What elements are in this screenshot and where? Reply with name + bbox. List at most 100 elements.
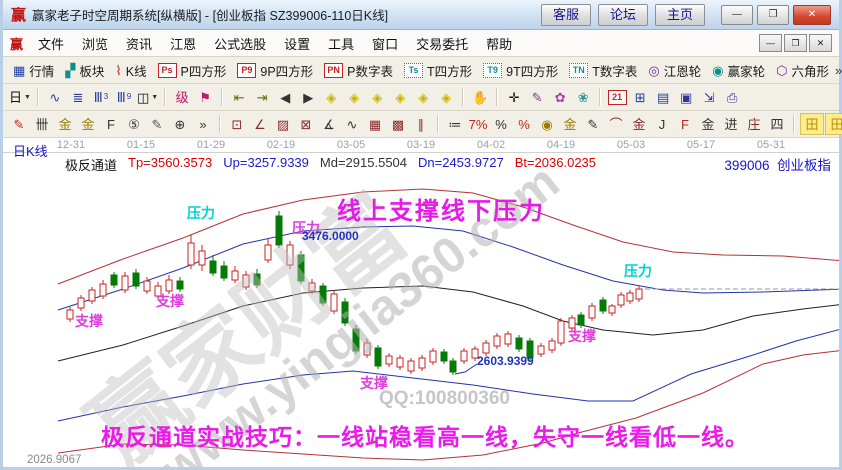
- tool-overflow-draw-button[interactable]: »: [192, 114, 214, 134]
- restore-button[interactable]: ❐: [757, 4, 789, 25]
- tool-hand-pan-button[interactable]: ✋: [469, 87, 491, 107]
- tool-pen-red-button[interactable]: ✎: [8, 114, 30, 134]
- tool-gold-under-button[interactable]: 金: [628, 114, 650, 134]
- tool-gann-fan-button[interactable]: ∠: [249, 114, 271, 134]
- tool-period-day-button[interactable]: 日 ▼: [8, 87, 32, 107]
- menu-tools[interactable]: 工具: [328, 36, 355, 52]
- toolbar-overflow-chevron[interactable]: »: [834, 62, 842, 78]
- tool-seat-angle-button[interactable]: 庄: [743, 114, 765, 134]
- menu-news[interactable]: 资讯: [126, 36, 153, 52]
- tool-overlay-curve-button[interactable]: ∿: [44, 87, 66, 107]
- tool-export-button[interactable]: ⇲: [698, 87, 720, 107]
- tool-pattern-purple-button[interactable]: ✿: [549, 87, 571, 107]
- forum-button[interactable]: 论坛: [597, 3, 648, 26]
- tool-diamond-cross-button[interactable]: ◈: [412, 87, 434, 107]
- tool-gold-circle-button[interactable]: ◉: [536, 114, 558, 134]
- menu-browse[interactable]: 浏览: [82, 36, 109, 52]
- menu-gann[interactable]: 江恩: [170, 36, 197, 52]
- customer-service-button[interactable]: 客服: [540, 3, 591, 26]
- tool-notes-button[interactable]: ▤: [652, 87, 674, 107]
- tool-gold-angle-button[interactable]: 金: [697, 114, 719, 134]
- tool-color-flag-button[interactable]: ⚑: [194, 87, 216, 107]
- j-line-icon: J: [658, 116, 666, 132]
- tool-arc-tool-button[interactable]: ⌒: [605, 114, 627, 134]
- chart-area[interactable]: 赢家财富 www.yingjia360.com 日K线 12-31 01-15 01…: [3, 138, 839, 467]
- tool-grid-yellow-1-button[interactable]: 田: [800, 113, 824, 135]
- tool-time-circle-button[interactable]: ⊕: [169, 114, 191, 134]
- tool-t-table-button[interactable]: TN T数字表: [564, 59, 642, 82]
- tool-sectors-button[interactable]: ▞ 板块: [60, 59, 109, 82]
- tool-gann-grid-x-button[interactable]: ⊠: [295, 114, 317, 134]
- menu-help[interactable]: 帮助: [486, 36, 513, 52]
- tool-f-line-button[interactable]: F: [674, 114, 696, 134]
- tool-diamond-plain-button[interactable]: ◈: [435, 87, 457, 107]
- tool-gann-grade-button[interactable]: 级: [171, 87, 193, 107]
- hexagon-label: 六角形: [791, 64, 829, 79]
- tool-diamond-star-button[interactable]: ◈: [389, 87, 411, 107]
- tool-speed-line-button[interactable]: 进: [720, 114, 742, 134]
- tool-wave-tool-button[interactable]: ∿: [341, 114, 363, 134]
- tool-9p-square-button[interactable]: P9 9P四方形: [232, 59, 318, 82]
- tool-pct-button[interactable]: %: [490, 114, 512, 134]
- tool-annotate-pen-button[interactable]: ✎: [526, 87, 548, 107]
- menu-formula-select[interactable]: 公式选股: [214, 36, 267, 52]
- tool-pen-grid-button[interactable]: ✎: [146, 114, 168, 134]
- tool-grid-gold-1-button[interactable]: 金: [54, 114, 76, 134]
- tool-info-panel-button[interactable]: ≣: [67, 87, 89, 107]
- homepage-button[interactable]: 主页: [654, 3, 705, 26]
- menu-window[interactable]: 窗口: [372, 36, 399, 52]
- tool-crosshair-button[interactable]: ✛: [503, 87, 525, 107]
- tool-save-button[interactable]: ▣: [675, 87, 697, 107]
- tool-9t-square-button[interactable]: T9 9T四方形: [478, 59, 563, 82]
- tool-grid-red-1-button[interactable]: ▦: [364, 114, 386, 134]
- tool-p-square-button[interactable]: Ps P四方形: [153, 59, 232, 82]
- tool-t-square-button[interactable]: Ts T四方形: [399, 59, 477, 82]
- tool-hexagon-button[interactable]: ⬡ 六角形: [771, 59, 834, 82]
- tool-grid-yellow-2-button[interactable]: 田: [825, 113, 842, 135]
- tool-diamond-left-button[interactable]: ◈: [320, 87, 342, 107]
- menu-settings[interactable]: 设置: [284, 36, 311, 52]
- tool-diamond-h-button[interactable]: ◈: [366, 87, 388, 107]
- tool-j-line-button[interactable]: J: [651, 114, 673, 134]
- tool-gann-wheel-button[interactable]: ◎ 江恩轮: [643, 59, 706, 82]
- menu-trade[interactable]: 交易委托: [416, 36, 469, 52]
- tool-calculator-button[interactable]: ⊞: [629, 87, 651, 107]
- menu-file[interactable]: 文件: [38, 36, 65, 52]
- close-button[interactable]: ✕: [793, 4, 831, 25]
- tool-p-table-button[interactable]: PN P数字表: [319, 59, 398, 82]
- minimize-button[interactable]: —: [721, 4, 753, 25]
- tool-prev-bar-button[interactable]: ◀: [274, 87, 296, 107]
- mdi-close-button[interactable]: ✕: [809, 34, 832, 52]
- tool-kline-button[interactable]: ⌇ K线: [110, 59, 151, 82]
- tool-spiral-5-button[interactable]: ⑤: [123, 114, 145, 134]
- tool-gann-box-button[interactable]: ▨: [272, 114, 294, 134]
- tool-hist-bars-button[interactable]: ≔: [444, 114, 466, 134]
- tool-candle-style-button[interactable]: ◫ ▼: [136, 87, 159, 107]
- tool-grid-red-2-button[interactable]: ▩: [387, 114, 409, 134]
- tool-gann-square-button[interactable]: ⊡: [226, 114, 248, 134]
- tool-pct-7-button[interactable]: 7%: [467, 114, 489, 134]
- tool-grid-plain-button[interactable]: 卌: [31, 114, 53, 134]
- tool-first-bar-button[interactable]: ⇤: [228, 87, 250, 107]
- tool-grid-f-button[interactable]: F: [100, 114, 122, 134]
- tool-pattern-teal-button[interactable]: ❀: [572, 87, 594, 107]
- tool-slant-lines-button[interactable]: ∥: [410, 114, 432, 134]
- mdi-minimize-button[interactable]: —: [759, 34, 782, 52]
- tool-pen-dark-button[interactable]: ✎: [582, 114, 604, 134]
- tool-quotes-button[interactable]: ▦ 行情: [8, 59, 59, 82]
- tool-print-button[interactable]: ⎙: [721, 87, 743, 107]
- tool-angle-lines-button[interactable]: ∡: [318, 114, 340, 134]
- tool-four-angle-button[interactable]: 四: [766, 114, 788, 134]
- tool-pct-lines-button[interactable]: %: [513, 114, 535, 134]
- tool-grid-gold-2-button[interactable]: 金: [77, 114, 99, 134]
- tool-winner-wheel-button[interactable]: ◉ 赢家轮: [707, 59, 770, 82]
- tool-gold-lines-button[interactable]: 金: [559, 114, 581, 134]
- tool-calendar-button[interactable]: 21: [606, 87, 628, 107]
- mdi-restore-button[interactable]: ❐: [784, 34, 807, 52]
- tool-last-bar-button[interactable]: ⇥: [251, 87, 273, 107]
- tool-next-bar-button[interactable]: ▶: [297, 87, 319, 107]
- tool-diamond-right-button[interactable]: ◈: [343, 87, 365, 107]
- candle: [396, 355, 404, 370]
